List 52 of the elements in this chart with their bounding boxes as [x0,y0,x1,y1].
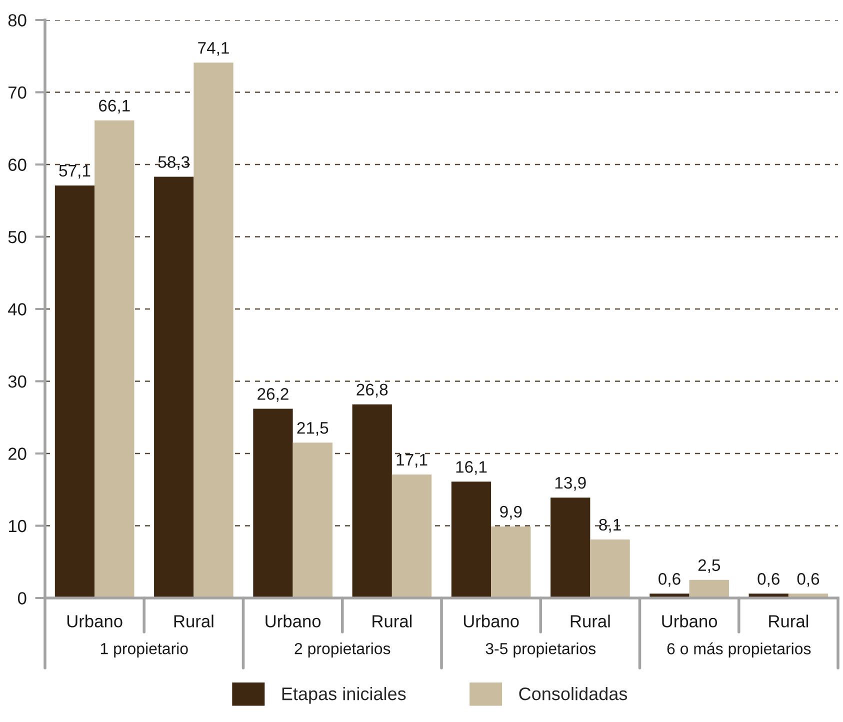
data-label: 21,5 [297,422,328,436]
data-label: 74,1 [198,42,229,56]
bar [550,498,590,598]
data-label: 9,9 [500,506,522,520]
data-label: 26,8 [356,384,388,398]
bar [292,442,332,598]
bar [54,185,95,598]
bar [491,526,531,598]
data-label: 0,6 [797,573,820,587]
text: 1 propietario [100,642,188,658]
y-tick-label: 40 [8,303,26,316]
y-tick-label: 60 [8,158,26,171]
data-label: 17,1 [396,454,428,468]
bar [253,408,293,598]
x-tick-label: Rural [570,614,610,628]
x-tick-label: Rural [769,614,808,628]
bar [689,580,729,598]
x-tick-label: Urbano [266,614,321,628]
data-label: 0,6 [658,573,680,587]
data-label: 0,6 [758,573,780,587]
data-label: 8,1 [599,518,621,533]
y-tick-label: 70 [8,86,26,99]
data-label: 58,3 [158,156,190,170]
bar [94,120,134,598]
data-label: 2,5 [698,559,720,574]
y-tick-label: 0 [18,592,26,604]
x-tick-label: Urbano [662,614,718,628]
data-label: 13,9 [555,476,586,491]
x-tick-label: Rural [174,614,214,628]
data-label: 26,2 [258,388,288,402]
y-tick-label: 10 [8,520,26,532]
x-tick-label: Rural [372,614,412,628]
x-tick-label: Urbano [464,614,519,628]
data-label: 66,1 [99,100,130,114]
data-label: 16,1 [456,461,487,475]
y-tick-label: 80 [8,14,26,26]
legend-label: Etapas iniciales [282,686,406,704]
text: 3-5 propietarios [486,642,596,658]
data-label: 57,1 [59,164,90,179]
bar [451,482,492,598]
bar [590,539,630,598]
text: 2 propietarios [294,642,390,658]
bar [154,176,194,598]
y-tick-label: 30 [8,375,26,388]
legend-label: Consolidadas [519,686,628,700]
x-tick-label: Urbano [67,614,122,628]
text: 6 o más propietarios [667,642,811,658]
bar [194,62,234,598]
y-tick-label: 50 [8,230,26,244]
bar [392,474,432,598]
bar [352,404,392,598]
y-tick-label: 20 [8,448,26,460]
